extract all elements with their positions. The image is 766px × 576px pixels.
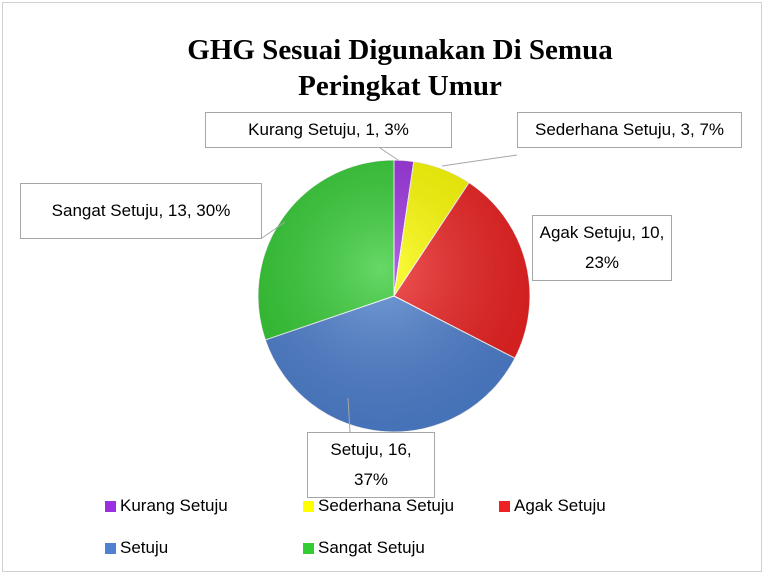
legend-swatch	[105, 542, 116, 554]
legend-item: Sederhana Setuju	[303, 496, 454, 516]
legend-label: Agak Setuju	[514, 496, 606, 515]
data-label: Setuju, 16, 37%	[307, 432, 435, 498]
leader-lines	[261, 147, 518, 433]
legend-swatch	[303, 542, 314, 554]
legend-item: Sangat Setuju	[303, 538, 425, 558]
data-label: Sederhana Setuju, 3, 7%	[517, 112, 742, 148]
chart-title: GHG Sesuai Digunakan Di Semua Peringkat …	[187, 34, 613, 102]
legend-label: Kurang Setuju	[120, 496, 228, 515]
legend-label: Sederhana Setuju	[318, 496, 455, 515]
legend-label: Setuju	[120, 538, 169, 557]
legend-swatch	[499, 500, 510, 512]
legend-swatch	[105, 500, 116, 512]
data-label: Agak Setuju, 10, 23%	[532, 215, 672, 281]
legend-label: Sangat Setuju	[318, 538, 425, 557]
legend-item: Setuju	[105, 538, 168, 558]
data-label: Kurang Setuju, 1, 3%	[205, 112, 452, 148]
data-label: Sangat Setuju, 13, 30%	[20, 183, 262, 239]
legend-item: Kurang Setuju	[105, 496, 228, 516]
legend-item: Agak Setuju	[499, 496, 606, 516]
legend-swatch	[303, 500, 314, 512]
